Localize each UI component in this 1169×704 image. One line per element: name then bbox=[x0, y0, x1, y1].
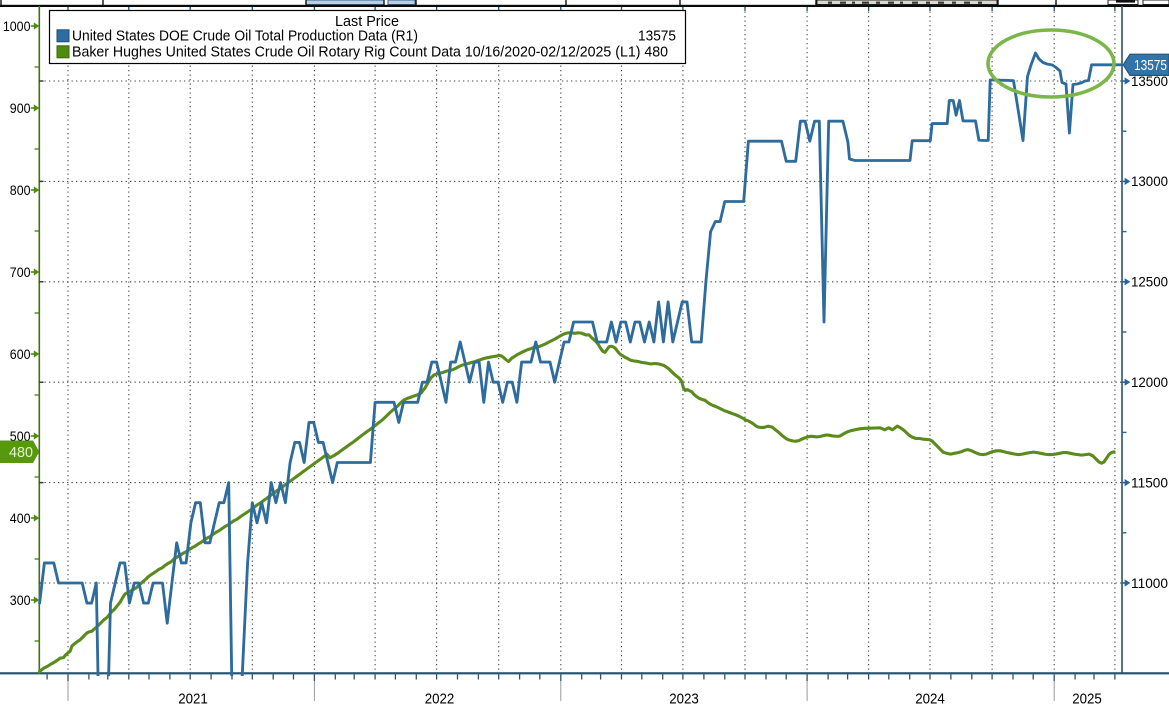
svg-text:2024: 2024 bbox=[915, 692, 945, 704]
svg-text:11500: 11500 bbox=[1131, 475, 1168, 490]
svg-text:600: 600 bbox=[10, 347, 31, 362]
svg-text:11000: 11000 bbox=[1131, 576, 1168, 591]
svg-text:12000: 12000 bbox=[1131, 375, 1168, 390]
svg-text:13000: 13000 bbox=[1131, 174, 1168, 189]
svg-text:2022: 2022 bbox=[425, 692, 455, 704]
svg-text:300: 300 bbox=[10, 593, 31, 608]
svg-text:United States DOE Crude Oil To: United States DOE Crude Oil Total Produc… bbox=[72, 29, 418, 45]
svg-text:500: 500 bbox=[10, 429, 31, 444]
svg-text:400: 400 bbox=[10, 511, 31, 526]
svg-text:2025: 2025 bbox=[1072, 692, 1102, 704]
svg-text:Baker Hughes United States Cru: Baker Hughes United States Crude Oil Rot… bbox=[72, 45, 668, 61]
svg-text:13500: 13500 bbox=[1131, 74, 1168, 89]
svg-text:1000: 1000 bbox=[3, 19, 31, 34]
svg-text:480: 480 bbox=[9, 445, 33, 461]
svg-text:2023: 2023 bbox=[669, 692, 699, 704]
svg-text:12500: 12500 bbox=[1131, 275, 1168, 290]
svg-text:800: 800 bbox=[10, 183, 31, 198]
svg-text:700: 700 bbox=[10, 265, 31, 280]
svg-text:13575: 13575 bbox=[638, 29, 676, 45]
svg-text:900: 900 bbox=[10, 101, 31, 116]
svg-text:Last Price: Last Price bbox=[335, 14, 399, 30]
svg-text:2021: 2021 bbox=[178, 692, 208, 704]
svg-text:13575: 13575 bbox=[1134, 58, 1167, 74]
